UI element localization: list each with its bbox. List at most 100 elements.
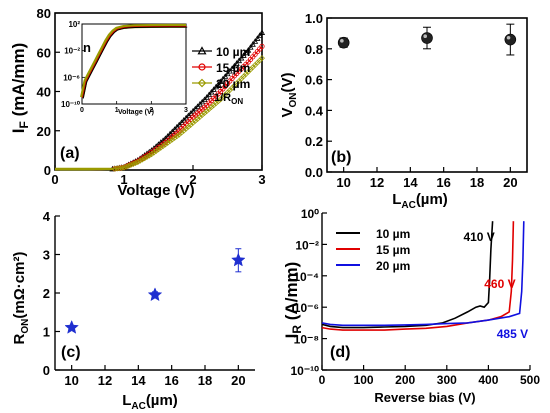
- panel-a-point: [215, 81, 222, 87]
- panel-b-xtick-label: 14: [403, 175, 418, 190]
- panel-d-ytick-label: 10⁰: [301, 207, 319, 221]
- panel-d-legend: 10 µm 15 µm 20 µm: [336, 227, 410, 273]
- panel-b-point: [421, 32, 433, 44]
- panel-b-point: [504, 33, 517, 46]
- panel-a-point: [118, 164, 125, 171]
- panel-a-point: [259, 43, 265, 49]
- panel-d-xtick-label: 0: [319, 373, 326, 387]
- legend-label: 20 µm: [216, 77, 250, 91]
- panel-d-xtick-label: 300: [437, 373, 457, 387]
- panel-a-point: [114, 165, 121, 172]
- panel-b-xtick-label: 10: [336, 175, 350, 190]
- panel-d-xtick-label: 100: [354, 373, 374, 387]
- panel-a-point: [235, 57, 243, 64]
- panel-c-label: (c): [61, 344, 81, 361]
- panel-a-point: [141, 155, 148, 162]
- panel-b-xtick-label: 16: [436, 175, 450, 190]
- panel-a-point: [169, 136, 176, 143]
- legend-label: 15 µm: [376, 243, 410, 257]
- panel-a-point: [233, 60, 240, 66]
- panel-b-label: (b): [331, 149, 351, 166]
- inset-curve: [80, 23, 186, 98]
- legend-label: 20 µm: [376, 259, 410, 273]
- inset-curve: [82, 26, 187, 99]
- panel-a-point: [160, 143, 167, 150]
- inset-xlabel: Voltage (V): [118, 109, 154, 116]
- panel-b-ytick-label: 0.6: [305, 73, 323, 88]
- panel-c-point: [64, 319, 79, 334]
- panel-d-ytick-label: 10⁻⁶: [294, 301, 319, 315]
- panel-b-point-highlight: [340, 39, 344, 43]
- panel-d-ytick-label: 10⁻²: [295, 238, 319, 252]
- panel-a-point: [210, 86, 217, 92]
- panel-b-ytick-label: 1.0: [305, 11, 323, 26]
- panel-a-ytick-label: 40: [37, 85, 51, 100]
- panel-a-point: [144, 153, 150, 160]
- inset-curve: [82, 26, 188, 99]
- panel-c-ytick-label: 0: [43, 363, 50, 378]
- panel-a-legend: 10 µm 15 µm 20 µm: [192, 45, 250, 91]
- panel-c-xtick-label: 12: [98, 373, 112, 388]
- legend-marker: [197, 78, 207, 88]
- panel-a-point: [217, 78, 224, 85]
- panel-a-point: [242, 49, 249, 56]
- panel-a-point: [245, 47, 252, 53]
- panel-a-point: [134, 159, 141, 166]
- panel-c-xtick-label: 18: [198, 373, 212, 388]
- panel-b-xtick-label: 12: [370, 175, 384, 190]
- panel-b-xtick-label: 20: [503, 175, 517, 190]
- panel-a-point: [150, 149, 157, 156]
- panel-b-point: [337, 36, 350, 49]
- panel-d-label: (d): [330, 344, 350, 361]
- panel-a-annotation: 1/RON: [214, 92, 243, 106]
- panel-a-point: [148, 151, 155, 158]
- panel-a-point: [155, 146, 162, 153]
- panel-d-series-line: [321, 221, 515, 331]
- panel-b-frame: [326, 17, 528, 173]
- panel-a-point: [125, 162, 132, 169]
- panel-a-xtick-label: 3: [258, 172, 265, 187]
- panel-a-point: [162, 141, 169, 148]
- panel-d-annotation: 410 V: [463, 230, 494, 244]
- inset-xtick-label: 0: [80, 107, 84, 114]
- panel-d-annotation: 485 V: [497, 327, 528, 341]
- inset-ytick-label: 10⁻⁶: [63, 73, 80, 82]
- panel-d-xlabel: Reverse bias (V): [374, 390, 475, 405]
- panel-d-xtick-label: 400: [478, 373, 498, 387]
- panel-c-point: [231, 252, 246, 267]
- panel-a-point: [121, 164, 127, 171]
- panel-a-ytick-label: 0: [44, 163, 51, 178]
- panel-a-xtick-label: 1: [120, 172, 127, 187]
- panel-b-ytick-label: 0.0: [305, 165, 323, 180]
- panel-c-ytick-label: 3: [43, 248, 50, 263]
- inset-ytick-label: 10⁻¹⁰: [61, 100, 81, 109]
- svg-text:1/RON: 1/RON: [214, 92, 243, 106]
- legend-marker: [197, 46, 207, 55]
- panel-a-point: [247, 44, 254, 50]
- panel-b-xlabel: LAC(µm): [392, 191, 448, 211]
- inset-xtick-label: 3: [184, 107, 188, 114]
- legend-label: 15 µm: [216, 61, 250, 75]
- panel-b-ylabel: VON(V): [279, 72, 299, 117]
- panel-c-ylabel: RON(mΩ·cm²): [11, 252, 31, 345]
- panel-b: 10 12 14 16 18 20 0.0 0.2 0.4 0.6 0.8 1.0 (b) LAC(µ…: [279, 11, 528, 211]
- panel-a-label: (a): [60, 145, 80, 162]
- panel-a-point: [123, 163, 130, 170]
- panel-d-series-line: [321, 221, 494, 329]
- panel-b-xtick-label: 18: [470, 175, 484, 190]
- inset-n-label: n: [83, 40, 91, 55]
- panel-b-ytick-label: 0.2: [305, 134, 323, 149]
- panel-c-ytick-label: 1: [43, 325, 50, 340]
- panel-a-point: [240, 52, 247, 58]
- inset-xtick-label: 1: [115, 107, 119, 114]
- panel-a-xlabel: Voltage (V): [117, 182, 194, 199]
- panel-a-point: [203, 94, 210, 100]
- panel-a-inset: 0 1 2 3 10² 10⁻² 10⁻⁶ 10⁻¹⁰ n Voltage (V): [61, 20, 188, 116]
- panel-a-point: [167, 138, 173, 145]
- panel-a-point: [157, 144, 164, 151]
- panel-c-xlabel: LAC(µm): [122, 392, 178, 412]
- panel-a-point: [256, 32, 263, 38]
- panel-a-point: [254, 35, 261, 41]
